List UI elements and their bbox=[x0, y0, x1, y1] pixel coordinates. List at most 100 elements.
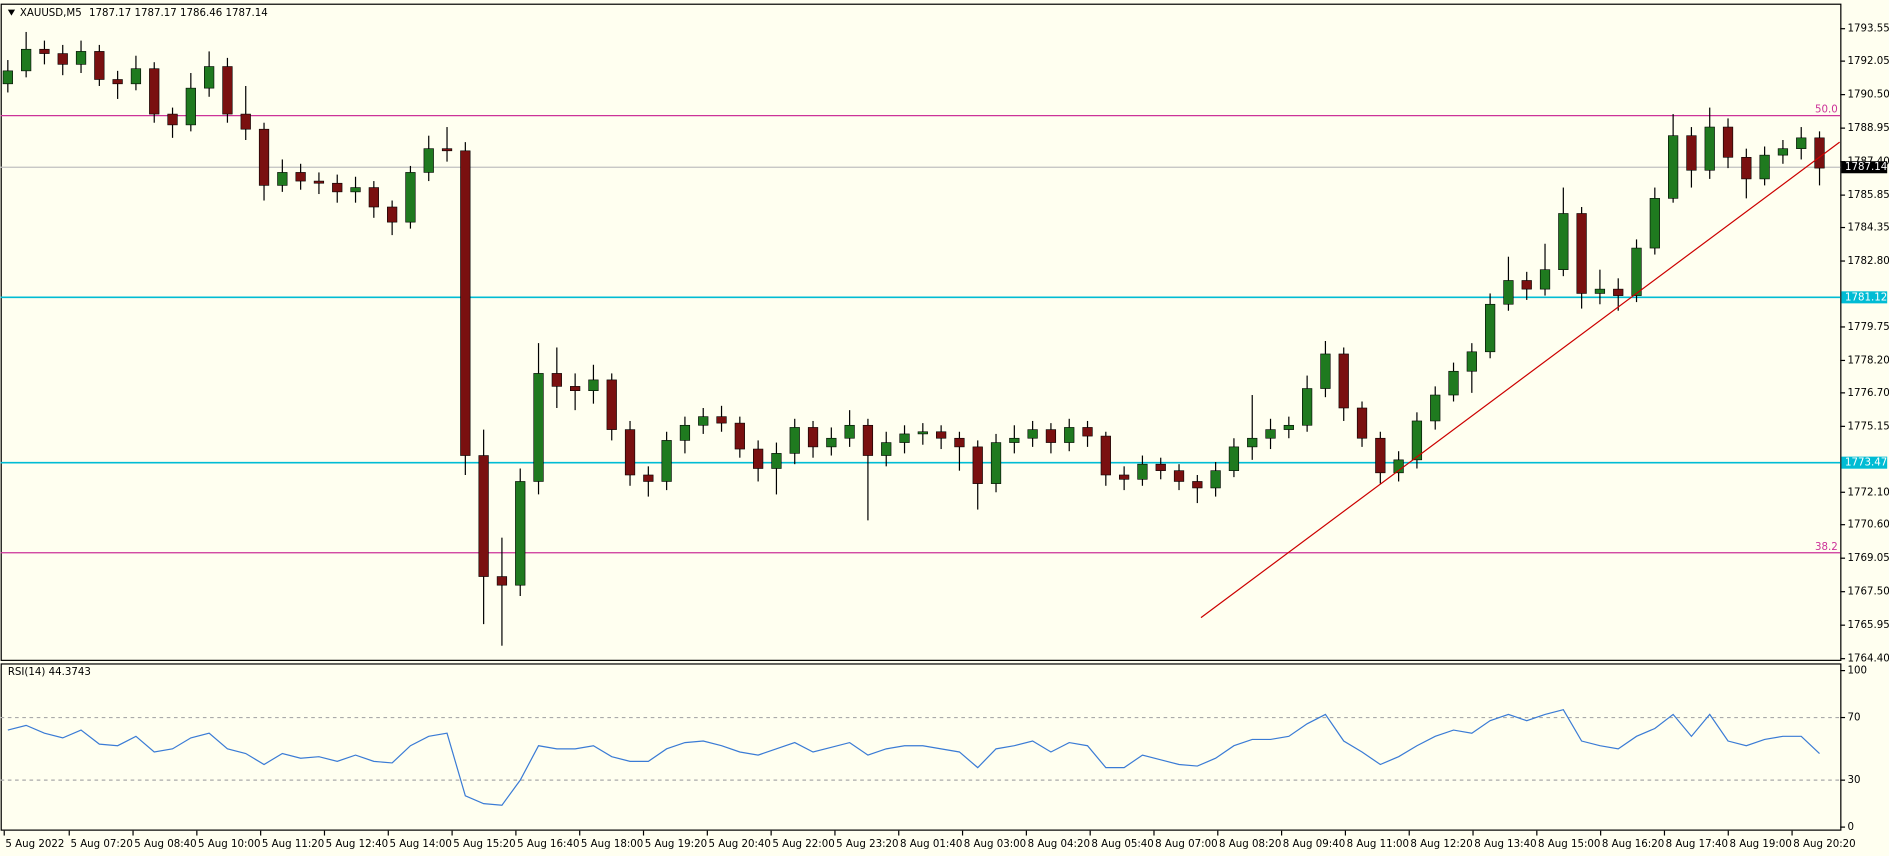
last-price-label: 1787.14 bbox=[1845, 162, 1887, 173]
candle-body bbox=[222, 66, 233, 115]
y-tick-label: 1775.15 bbox=[1847, 421, 1889, 432]
candle-body bbox=[990, 442, 1002, 484]
x-tick-label: 8 Aug 01:40 bbox=[900, 839, 962, 850]
candle-body bbox=[1777, 148, 1789, 156]
candle-body bbox=[1210, 470, 1221, 489]
candle-body bbox=[1558, 213, 1569, 270]
candle-body bbox=[1686, 135, 1697, 171]
x-tick-label: 8 Aug 09:40 bbox=[1283, 839, 1345, 850]
fib-level-label: 38.2 bbox=[1815, 542, 1838, 553]
candle-body bbox=[1027, 429, 1038, 439]
candle-body bbox=[332, 182, 343, 193]
candle-body bbox=[1009, 437, 1020, 443]
fib-level-label: 50.0 bbox=[1815, 105, 1838, 116]
candle-body bbox=[1045, 429, 1057, 443]
candle-body bbox=[1814, 137, 1825, 169]
candle-body bbox=[258, 128, 270, 186]
y-tick-label: 1765.95 bbox=[1847, 620, 1889, 631]
candle-body bbox=[1576, 213, 1587, 294]
y-tick-label: 1769.05 bbox=[1847, 553, 1889, 564]
candle-body bbox=[899, 433, 910, 443]
candle-body bbox=[862, 424, 874, 456]
rsi-y-tick-label: 0 bbox=[1847, 822, 1854, 833]
y-tick-label: 1788.95 bbox=[1847, 123, 1889, 134]
candle-body bbox=[588, 379, 599, 391]
candle-body bbox=[789, 427, 800, 454]
candle-body bbox=[661, 440, 672, 482]
y-tick-label: 1764.40 bbox=[1847, 654, 1889, 665]
x-tick-label: 8 Aug 04:20 bbox=[1028, 839, 1090, 850]
candle-body bbox=[1119, 474, 1130, 480]
candle-body bbox=[570, 386, 581, 391]
candle-body bbox=[405, 172, 416, 223]
candle-body bbox=[1704, 126, 1715, 171]
candle-body bbox=[1613, 288, 1624, 296]
trendline bbox=[1200, 141, 1841, 619]
candle-body bbox=[826, 437, 837, 448]
candle-body bbox=[917, 431, 928, 435]
candle-body bbox=[844, 424, 855, 439]
candle-body bbox=[643, 474, 654, 482]
candle-body bbox=[533, 373, 544, 482]
candle-body bbox=[1631, 247, 1642, 296]
candle-body bbox=[972, 446, 983, 484]
candle-body bbox=[515, 481, 526, 586]
candle-body bbox=[1539, 269, 1551, 290]
candle-body bbox=[423, 148, 434, 173]
x-tick-label: 8 Aug 20:20 bbox=[1793, 839, 1855, 850]
menu-triangle[interactable] bbox=[7, 9, 16, 16]
candle-body bbox=[295, 172, 306, 182]
rsi-label: RSI(14) 44.3743 bbox=[8, 667, 91, 678]
candle-body bbox=[1064, 427, 1075, 443]
candle-body bbox=[1796, 137, 1807, 149]
x-tick-label: 8 Aug 19:00 bbox=[1729, 839, 1791, 850]
x-tick-label: 5 Aug 14:00 bbox=[389, 839, 451, 850]
y-tick-label: 1767.50 bbox=[1847, 587, 1889, 598]
candle-body bbox=[1137, 463, 1148, 480]
candle-body bbox=[1485, 303, 1496, 353]
candle-body bbox=[1741, 156, 1752, 180]
candle-body bbox=[1265, 429, 1276, 439]
x-tick-label: 5 Aug 20:40 bbox=[709, 839, 771, 850]
x-tick-label: 5 Aug 08:40 bbox=[134, 839, 196, 850]
candle-body bbox=[460, 150, 471, 456]
candle-body bbox=[1521, 280, 1532, 290]
candle-body bbox=[387, 206, 398, 223]
candle-body bbox=[185, 87, 196, 126]
candle-body bbox=[75, 51, 87, 65]
x-tick-label: 8 Aug 07:00 bbox=[1155, 839, 1217, 850]
price-label: 1773.47 bbox=[1845, 458, 1887, 469]
x-tick-label: 5 Aug 19:20 bbox=[645, 839, 707, 850]
y-tick-label: 1785.85 bbox=[1847, 190, 1889, 201]
candle-body bbox=[1228, 446, 1240, 471]
candle-body bbox=[1411, 420, 1423, 461]
candle-body bbox=[496, 576, 508, 586]
candle-body bbox=[753, 448, 764, 469]
candle-body bbox=[1320, 353, 1331, 389]
rsi-panel-frame bbox=[0, 663, 1842, 831]
x-tick-label: 5 Aug 15:20 bbox=[453, 839, 515, 850]
candle-body bbox=[57, 53, 68, 65]
candle-body bbox=[277, 172, 288, 186]
y-tick-label: 1776.70 bbox=[1847, 388, 1889, 399]
candle-body bbox=[807, 427, 819, 448]
candle-body bbox=[1247, 437, 1258, 448]
y-tick-label: 1793.55 bbox=[1847, 24, 1889, 35]
candle-body bbox=[112, 79, 123, 85]
x-tick-label: 5 Aug 11:20 bbox=[262, 839, 324, 850]
candle-body bbox=[1759, 154, 1770, 180]
candle-body bbox=[606, 379, 617, 430]
candle-body bbox=[1082, 427, 1093, 437]
x-tick-label: 8 Aug 13:40 bbox=[1474, 839, 1536, 850]
candle-body bbox=[204, 66, 215, 89]
candle-body bbox=[1430, 394, 1441, 422]
candle-body bbox=[1448, 370, 1459, 396]
candle-body bbox=[716, 416, 727, 424]
last-price-box bbox=[1841, 161, 1888, 174]
y-tick-label: 1778.20 bbox=[1847, 355, 1889, 366]
candle-body bbox=[149, 68, 160, 115]
x-tick-label: 8 Aug 15:00 bbox=[1538, 839, 1600, 850]
x-tick-label: 5 Aug 2022 bbox=[5, 839, 64, 850]
